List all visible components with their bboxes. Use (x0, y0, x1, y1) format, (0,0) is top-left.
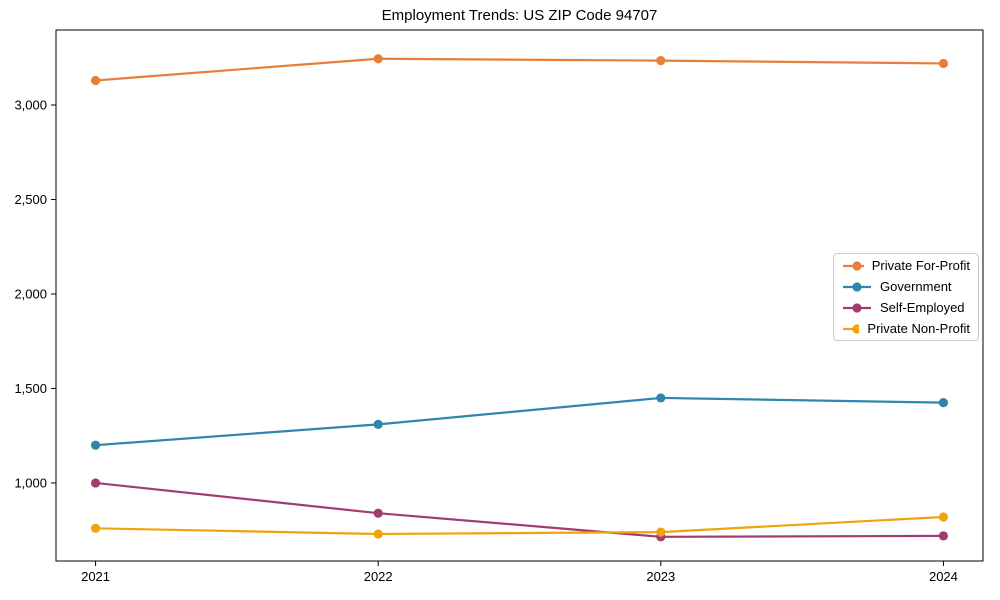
legend-label: Private Non-Profit (867, 321, 970, 336)
data-point-marker (90, 523, 101, 533)
data-point-marker (656, 393, 666, 403)
y-tick-label: 2,000 (14, 286, 47, 301)
data-point-marker (373, 508, 383, 518)
legend-label: Self-Employed (880, 300, 965, 315)
y-tick-label: 1,500 (14, 381, 47, 396)
legend: Private For-Profit Government Self-Employe… (833, 253, 979, 341)
legend-entry: Private For-Profit (842, 255, 970, 276)
x-tick-label: 2024 (929, 569, 958, 584)
legend-entry: Self-Employed (842, 297, 970, 318)
series-line (95, 396, 944, 447)
x-tick-label: 2022 (364, 569, 393, 584)
legend-marker-icon (843, 323, 860, 334)
data-point-marker (373, 54, 383, 64)
data-point-marker (90, 75, 101, 86)
data-point-marker (938, 512, 949, 522)
data-point-marker (90, 440, 101, 450)
legend-entry: Government (842, 276, 970, 297)
data-point-marker (656, 527, 666, 537)
legend-marker-icon (843, 260, 864, 271)
y-tick-label: 2,500 (14, 192, 47, 207)
data-point-marker (938, 58, 949, 69)
data-point-marker (938, 531, 949, 541)
y-tick-label: 3,000 (14, 98, 47, 113)
legend-entry: Private Non-Profit (842, 318, 970, 339)
series-line (95, 515, 944, 536)
legend-marker-icon (843, 281, 871, 292)
legend-label: Government (880, 279, 952, 294)
series-line (95, 481, 944, 538)
data-point-marker (373, 529, 383, 539)
data-point-marker (656, 56, 666, 66)
x-tick-label: 2021 (81, 569, 110, 584)
data-point-marker (938, 398, 949, 408)
data-point-marker (90, 478, 101, 488)
plot-border (55, 29, 984, 562)
legend-label: Private For-Profit (871, 258, 970, 273)
x-tick-label: 2023 (646, 569, 675, 584)
series-line (95, 57, 944, 82)
legend-marker-icon (843, 302, 871, 313)
data-point-marker (373, 419, 383, 429)
y-tick-label: 1,000 (14, 475, 47, 490)
chart-title: Employment Trends: US ZIP Code 94707 (381, 7, 658, 24)
